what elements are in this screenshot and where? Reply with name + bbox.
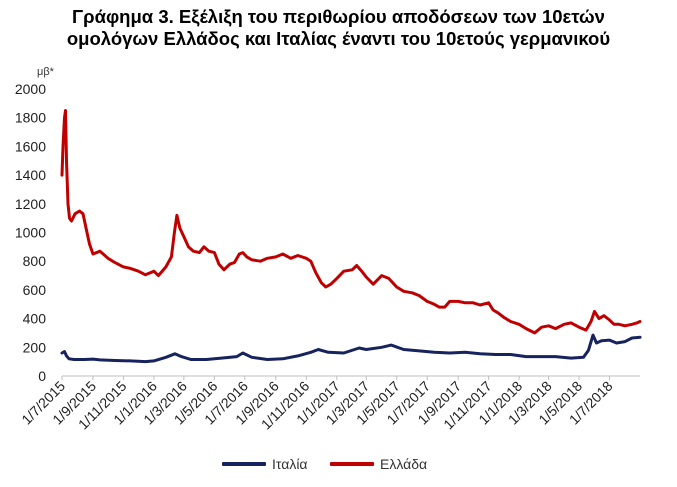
- legend-label-greece: Ελλάδα: [380, 456, 428, 472]
- y-tick-label: 600: [23, 282, 47, 298]
- chart-title-line-2: ομολόγων Ελλάδος και Ιταλίας έναντι του …: [66, 28, 611, 49]
- y-tick-label: 400: [23, 311, 47, 327]
- legend-swatch-italy: [222, 462, 266, 466]
- y-tick-label: 1000: [15, 225, 46, 241]
- legend-swatch-greece: [330, 462, 374, 466]
- y-tick-label: 1200: [15, 196, 46, 212]
- y-axis: 0 200 400 600 800 1000 1200 1400 1600 1800 2000: [15, 81, 46, 384]
- y-tick-label: 1800: [15, 110, 46, 126]
- legend-label-italy: Ιταλία: [272, 456, 308, 472]
- y-axis-unit-label: μβ*: [37, 66, 55, 78]
- y-tick-label: 1400: [15, 167, 46, 183]
- chart-title: Γράφημα 3. Εξέλιξη του περιθωρίου αποδόσ…: [0, 6, 677, 50]
- y-tick-label: 2000: [15, 81, 46, 97]
- y-tick-label: 800: [23, 253, 47, 269]
- y-tick-label: 200: [23, 339, 47, 355]
- y-tick-label: 0: [38, 368, 46, 384]
- y-tick-label: 1600: [15, 138, 46, 154]
- legend-item-italy: Ιταλία: [222, 456, 308, 472]
- series-line-greece: [60, 109, 642, 335]
- legend-item-greece: Ελλάδα: [330, 456, 427, 472]
- series-line-italy: [60, 333, 642, 364]
- series-layer: [60, 109, 642, 364]
- chart-title-line-1: Γράφημα 3. Εξέλιξη του περιθωρίου αποδόσ…: [72, 6, 605, 27]
- x-axis: 1/7/20151/9/20151/11/20151/1/20161/3/201…: [18, 375, 640, 432]
